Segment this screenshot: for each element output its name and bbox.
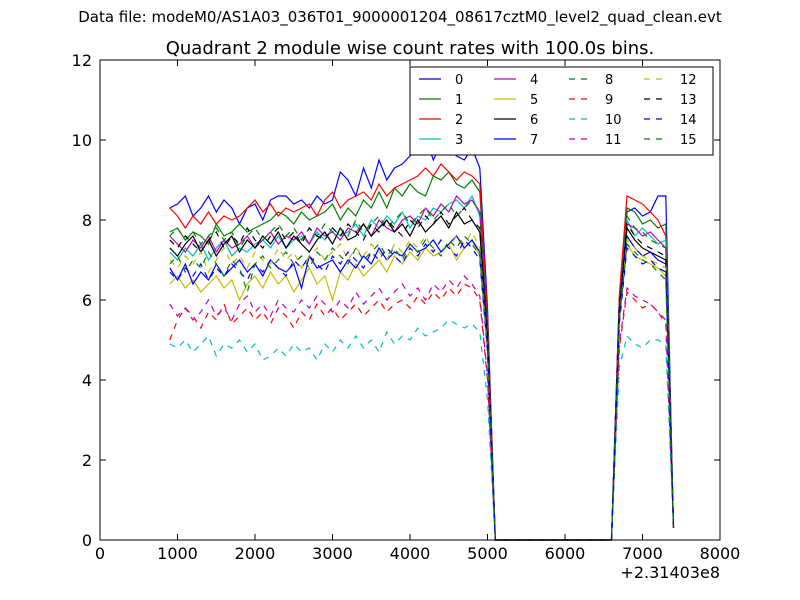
chart-title: Quadrant 2 module wise count rates with … [166, 38, 655, 59]
series-line-11 [169, 275, 675, 541]
x-tick-label: 3000 [312, 544, 353, 563]
series-line-3 [169, 194, 675, 541]
x-offset-label: +2.31403e8 [620, 563, 720, 582]
series-line-12 [169, 230, 675, 541]
y-tick-label: 12 [72, 51, 92, 70]
legend-label-5: 5 [530, 93, 538, 108]
series-line-2 [169, 163, 675, 541]
legend-label-7: 7 [530, 133, 538, 148]
y-tick-label: 8 [82, 211, 92, 230]
y-tick-label: 4 [82, 371, 92, 390]
x-tick-label: 1000 [157, 544, 198, 563]
legend-box [409, 66, 714, 156]
x-tick-label: 7000 [622, 544, 663, 563]
series-line-15 [169, 235, 675, 541]
legend-label-12: 12 [680, 73, 697, 88]
legend-label-8: 8 [605, 73, 613, 88]
legend-label-6: 6 [530, 113, 538, 128]
legend-label-1: 1 [455, 93, 463, 108]
series-line-13 [169, 207, 675, 541]
legend-label-0: 0 [455, 73, 463, 88]
series-line-10 [169, 319, 675, 541]
y-tick-label: 2 [82, 451, 92, 470]
series-line-9 [169, 283, 675, 541]
x-tick-label: 2000 [235, 544, 276, 563]
series-line-7 [169, 234, 675, 541]
series-line-4 [169, 194, 675, 541]
legend-label-11: 11 [605, 133, 622, 148]
x-tick-label: 4000 [390, 544, 431, 563]
legend-label-13: 13 [680, 93, 697, 108]
legend-label-9: 9 [605, 93, 613, 108]
series-layer [169, 134, 675, 541]
y-tick-label: 0 [82, 531, 92, 550]
legend-label-15: 15 [680, 133, 697, 148]
axis-ticks: 0 1000 2000 3000 4000 5000 6000 7000 80000246810… [72, 51, 741, 563]
x-tick-label: 6000 [545, 544, 586, 563]
series-line-6 [169, 210, 675, 541]
legend-label-14: 14 [680, 113, 697, 128]
legend-label-3: 3 [455, 133, 463, 148]
y-tick-label: 10 [72, 131, 92, 150]
y-tick-label: 6 [82, 291, 92, 310]
series-line-1 [169, 171, 675, 541]
x-tick-label: 0 [95, 544, 105, 563]
series-line-0 [169, 134, 675, 541]
x-tick-label: 5000 [467, 544, 508, 563]
x-tick-label: 8000 [700, 544, 741, 563]
data-file-label: Data file: modeM0/AS1A03_036T01_90000012… [78, 8, 722, 26]
legend-label-10: 10 [605, 113, 622, 128]
legend-label-4: 4 [530, 73, 538, 88]
legend-label-2: 2 [455, 113, 463, 128]
